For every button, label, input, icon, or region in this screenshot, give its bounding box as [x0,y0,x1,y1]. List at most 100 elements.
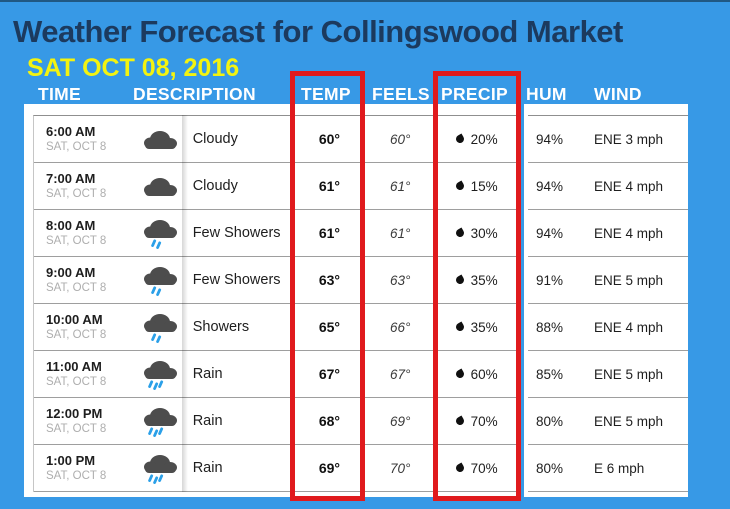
humidity-cell: 94% [536,225,564,241]
temp-cell: 61° [318,225,340,241]
temp-cell: 65° [318,319,340,335]
feels-cell: 61° [390,178,411,194]
table-row[interactable]: 8:00 AM SAT, OCT 8 Few Showers 61° 61° 3… [34,210,518,257]
page-title: Weather Forecast for Collingswood Market [13,14,623,49]
forecast-table-hum-wind: 94% ENE 3 mph 94% ENE 4 mph 94% ENE 4 mp… [524,104,688,497]
cloudy-icon [137,163,183,209]
column-header-description: DESCRIPTION [133,84,256,104]
time-label: 8:00 AM [46,218,96,233]
rain-icon [137,398,183,444]
humidity-cell: 85% [536,366,564,382]
feels-cell: 67° [390,366,411,382]
row-date-label: SAT, OCT 8 [46,188,107,200]
description-cell: Few Showers [192,225,281,241]
row-date-label: SAT, OCT 8 [46,329,107,341]
precip-cell: 70% [435,398,518,444]
table-row[interactable]: 9:00 AM SAT, OCT 8 Few Showers 63° 63° 3… [34,257,518,304]
table-row[interactable]: 7:00 AM SAT, OCT 8 Cloudy 61° 61° 15% [34,163,518,210]
table-row[interactable]: 94% ENE 3 mph [528,116,688,163]
wind-cell: ENE 3 mph [594,131,664,147]
humidity-cell: 80% [536,413,564,429]
few-showers-icon [137,257,183,303]
row-date-label: SAT, OCT 8 [46,376,107,388]
precip-value: 15% [470,178,498,194]
feels-cell: 63° [390,272,411,288]
column-header-wind: WIND [594,84,642,104]
table-row[interactable]: 94% ENE 4 mph [528,210,688,257]
wind-cell: ENE 4 mph [594,178,664,194]
rain-icon [137,351,183,397]
description-cell: Rain [192,413,223,429]
forecast-rows-hum-wind: 94% ENE 3 mph 94% ENE 4 mph 94% ENE 4 mp… [528,115,688,492]
precip-cell: 15% [435,163,518,209]
time-column-divider [182,115,188,492]
time-label: 7:00 AM [46,171,96,186]
wind-cell: ENE 4 mph [594,319,664,335]
description-cell: Rain [192,460,223,476]
temp-cell: 60° [318,131,340,147]
humidity-cell: 94% [536,178,564,194]
table-row[interactable]: 91% ENE 5 mph [528,257,688,304]
precip-value: 35% [470,319,498,335]
time-cell: 8:00 AM SAT, OCT 8 [34,210,137,256]
time-cell: 7:00 AM SAT, OCT 8 [34,163,137,209]
table-row[interactable]: 80% ENE 5 mph [528,398,688,445]
description-cell: Cloudy [192,178,238,194]
rain-icon [137,445,183,491]
humidity-cell: 88% [536,319,564,335]
precip-highlight-box [433,71,521,501]
column-header-temp: TEMP [301,84,351,104]
time-label: 11:00 AM [46,359,102,374]
precip-value: 30% [470,225,498,241]
row-date-label: SAT, OCT 8 [46,141,107,153]
time-cell: 12:00 PM SAT, OCT 8 [34,398,137,444]
description-cell: Rain [192,366,223,382]
table-row[interactable]: 80% E 6 mph [528,445,688,492]
time-label: 9:00 AM [46,265,96,280]
feels-cell: 61° [390,225,411,241]
feels-cell: 70° [390,460,411,476]
temp-cell: 67° [318,366,340,382]
description-cell: Showers [192,319,250,335]
feels-cell: 60° [390,131,411,147]
table-row[interactable]: 1:00 PM SAT, OCT 8 Rain 69° 70° 70% [34,445,518,492]
wind-cell: ENE 4 mph [594,225,664,241]
precip-cell: 35% [435,257,518,303]
description-cell: Cloudy [192,131,238,147]
time-cell: 11:00 AM SAT, OCT 8 [34,351,137,397]
table-row[interactable]: 11:00 AM SAT, OCT 8 Rain 67° 67° 60% [34,351,518,398]
temp-cell: 61° [318,178,340,194]
wind-cell: ENE 5 mph [594,272,664,288]
table-row[interactable]: 12:00 PM SAT, OCT 8 Rain 68° 69° 70% [34,398,518,445]
precip-value: 70% [470,460,498,476]
precip-value: 60% [470,366,498,382]
temp-highlight-box [290,71,365,501]
precip-cell: 35% [435,304,518,350]
wind-cell: ENE 5 mph [594,366,664,382]
table-row[interactable]: 88% ENE 4 mph [528,304,688,351]
table-row[interactable]: 85% ENE 5 mph [528,351,688,398]
time-cell: 6:00 AM SAT, OCT 8 [34,116,137,162]
row-date-label: SAT, OCT 8 [46,282,107,294]
column-header-hum: HUM [526,84,567,104]
table-row[interactable]: 10:00 AM SAT, OCT 8 Showers 65° 66° 35% [34,304,518,351]
cloudy-icon [137,116,183,162]
row-date-label: SAT, OCT 8 [46,423,107,435]
temp-cell: 69° [318,460,340,476]
feels-cell: 66° [390,319,411,335]
precip-cell: 60% [435,351,518,397]
time-label: 10:00 AM [46,312,103,327]
wind-cell: ENE 5 mph [594,413,664,429]
precip-value: 70% [470,413,498,429]
table-row[interactable]: 6:00 AM SAT, OCT 8 Cloudy 60° 60° 20% [34,116,518,163]
table-row[interactable]: 94% ENE 4 mph [528,163,688,210]
forecast-date: SAT OCT 08, 2016 [27,54,240,82]
column-header-time: TIME [38,84,82,104]
description-cell: Few Showers [192,272,281,288]
temp-cell: 63° [318,272,340,288]
precip-cell: 70% [435,445,518,491]
humidity-cell: 91% [536,272,564,288]
humidity-cell: 94% [536,131,564,147]
showers-icon [137,304,183,350]
time-cell: 10:00 AM SAT, OCT 8 [34,304,137,350]
